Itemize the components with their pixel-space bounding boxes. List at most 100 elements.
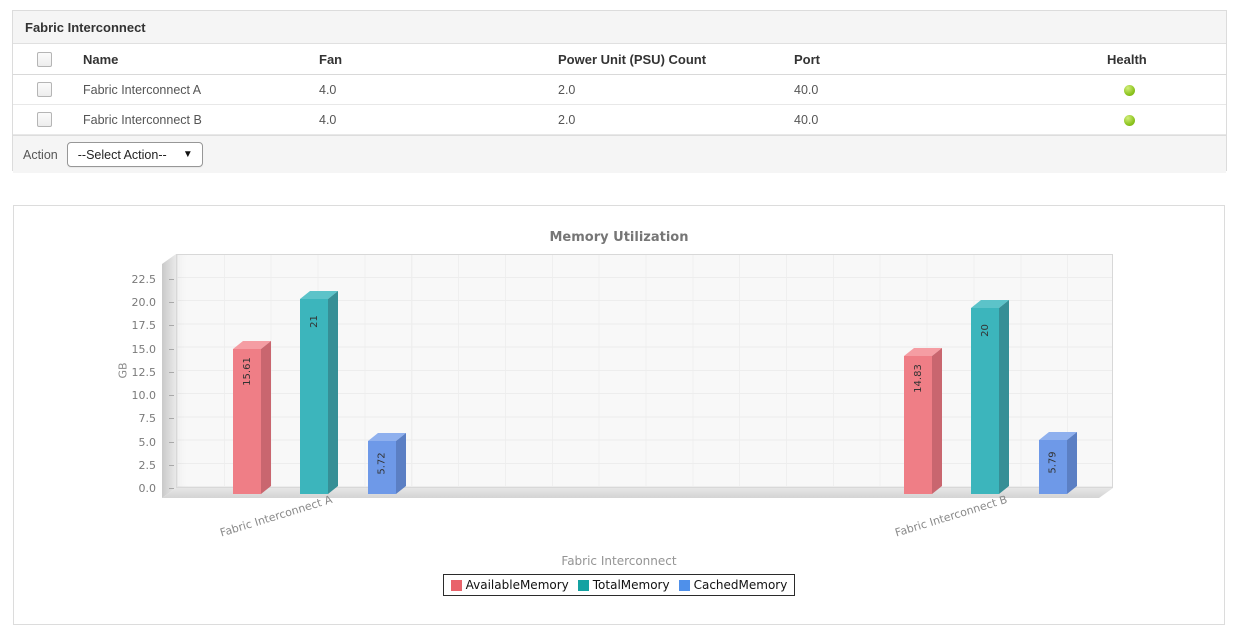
table-footer: Action --Select Action-- ▼ — [13, 135, 1226, 173]
bar-side-face — [396, 433, 406, 494]
bar-front-face — [971, 308, 999, 494]
y-tick-mark — [169, 488, 174, 489]
legend-label: TotalMemory — [592, 578, 670, 592]
legend-item-totalmemory[interactable]: TotalMemory — [577, 578, 670, 592]
legend-item-cachedmemory[interactable]: CachedMemory — [678, 578, 788, 592]
bar-front-face — [368, 441, 396, 494]
y-tick-mark — [169, 418, 174, 420]
fabric-interconnect-panel: Fabric Interconnect Name Fan Power Unit … — [12, 10, 1227, 173]
bar-side-face — [328, 291, 338, 494]
cell-name: Fabric Interconnect A — [83, 82, 202, 97]
panel-title: Fabric Interconnect — [25, 19, 146, 35]
bar-value-label: 14.83 — [912, 363, 924, 393]
health-status-icon — [1124, 114, 1135, 126]
bar-front-face — [233, 349, 261, 494]
bar-top-face — [300, 291, 338, 299]
bar-side-face — [999, 300, 1009, 494]
x-tick-label: Fabric Interconnect A — [218, 493, 334, 540]
bar-side-face — [932, 348, 942, 494]
y-tick-mark — [169, 464, 174, 466]
y-tick-mark — [169, 279, 174, 280]
cell-health — [1093, 113, 1226, 127]
bar-totalmemory-b: 20 — [971, 300, 1009, 494]
chart-floor — [162, 488, 1113, 498]
legend-swatch — [450, 579, 462, 591]
y-tick-mark — [169, 395, 174, 397]
bar-front-face — [300, 299, 328, 494]
y-tick-label: 22.5 — [131, 273, 157, 286]
y-tick-mark — [169, 371, 174, 373]
legend-item-availablememory[interactable]: AvailableMemory — [450, 578, 569, 592]
caret-down-icon: ▼ — [182, 149, 193, 160]
action-label: Action — [23, 147, 58, 162]
action-select-value: --Select Action-- — [77, 147, 167, 162]
select-all-checkbox[interactable] — [37, 52, 52, 68]
bar-top-face — [368, 433, 406, 441]
cell-name: Fabric Interconnect B — [83, 112, 202, 127]
cell-psu: 2.0 — [558, 82, 576, 97]
column-header-fan: Fan — [319, 51, 343, 67]
row-checkbox[interactable] — [37, 82, 52, 98]
y-tick-label: 12.5 — [131, 365, 157, 379]
table-row: Fabric Interconnect B 4.0 2.0 40.0 — [13, 105, 1226, 135]
chart-left-wall — [162, 254, 176, 498]
y-tick-mark — [169, 325, 174, 327]
bar-value-label: 5.72 — [376, 451, 388, 475]
y-tick-label: 15.0 — [131, 342, 157, 356]
bar-top-face — [233, 341, 271, 349]
legend-swatch — [678, 579, 690, 591]
y-tick-label: 20.0 — [131, 296, 157, 310]
bar-totalmemory-a: 21 — [300, 291, 338, 494]
cell-port: 40.0 — [794, 112, 819, 127]
cell-psu: 2.0 — [558, 112, 576, 127]
cell-port: 40.0 — [794, 82, 819, 97]
column-header-psu: Power Unit (PSU) Count — [558, 51, 707, 67]
table-body: Fabric Interconnect A 4.0 2.0 40.0 Fabric In… — [13, 75, 1226, 135]
bar-value-label: 15.61 — [241, 356, 253, 386]
plot-3d: GB 0.0 2.5 5.0 7.5 10.0 12.5 15.0 17.5 20.0 22.5 1… — [117, 246, 1113, 540]
legend-wrap: AvailableMemory TotalMemory CachedMemory — [14, 574, 1224, 596]
table-header-row: Name Fan Power Unit (PSU) Count Port Hea… — [13, 44, 1226, 75]
column-header-name: Name — [83, 51, 119, 67]
bar-cachedmemory-b: 5.79 — [1039, 432, 1077, 494]
y-tick-mark — [169, 302, 174, 304]
table-row: Fabric Interconnect A 4.0 2.0 40.0 — [13, 75, 1226, 105]
bar-side-face — [261, 341, 271, 494]
x-tick-label: Fabric Interconnect B — [893, 493, 1009, 540]
bar-front-face — [904, 356, 932, 494]
cell-fan: 4.0 — [319, 112, 337, 127]
bar-value-label: 5.79 — [1047, 450, 1059, 474]
header-checkbox-cell — [13, 51, 71, 68]
y-tick-mark — [169, 348, 174, 350]
y-tick-label: 17.5 — [131, 319, 157, 333]
row-checkbox[interactable] — [37, 112, 52, 128]
health-status-icon — [1124, 84, 1135, 96]
column-header-health: Health — [1107, 51, 1147, 67]
column-header-port: Port — [794, 51, 820, 67]
bar-side-face — [1067, 432, 1077, 494]
bar-top-face — [1039, 432, 1077, 440]
row-checkbox-cell — [13, 82, 71, 98]
bar-top-face — [971, 300, 1009, 308]
bar-top-face — [904, 348, 942, 356]
y-tick-label: 7.5 — [138, 412, 157, 426]
bar-value-label: 20 — [979, 323, 991, 337]
legend-label: CachedMemory — [693, 578, 788, 592]
legend-label: AvailableMemory — [465, 578, 569, 592]
bar-cachedmemory-a: 5.72 — [368, 433, 406, 494]
memory-utilization-panel: Memory Utilization GB 0.0 2.5 5.0 7.5 10.0 12… — [13, 205, 1225, 625]
y-tick-label: 2.5 — [138, 458, 157, 472]
y-tick-label: 10.0 — [131, 389, 157, 403]
y-tick-mark — [169, 441, 174, 443]
cell-health — [1093, 83, 1226, 97]
cell-fan: 4.0 — [319, 82, 337, 97]
y-tick-label: 5.0 — [138, 435, 157, 449]
row-checkbox-cell — [13, 112, 71, 128]
x-axis-title: Fabric Interconnect — [561, 554, 677, 568]
legend-swatch — [577, 579, 589, 591]
y-tick-label: 0.0 — [138, 482, 157, 495]
action-select[interactable]: --Select Action-- ▼ — [66, 142, 203, 167]
bar-value-label: 21 — [308, 314, 320, 328]
bar-availablememory-b: 14.83 — [904, 348, 942, 494]
